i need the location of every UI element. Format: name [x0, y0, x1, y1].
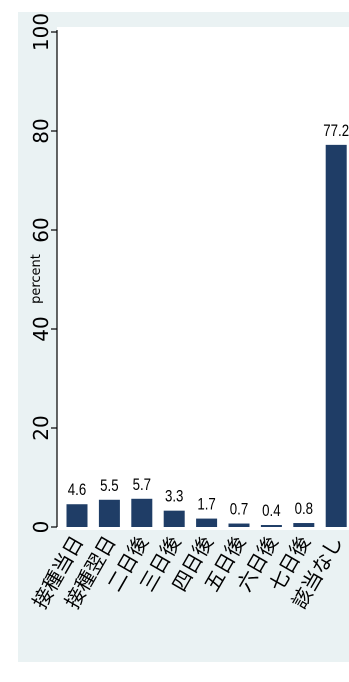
- bar: [196, 518, 218, 527]
- y-tick-label: 60: [29, 217, 53, 242]
- y-axis-label: percent: [29, 254, 44, 304]
- bars: [66, 144, 347, 528]
- bar: [293, 523, 315, 527]
- plot-area: [57, 27, 349, 530]
- value-label: 0.8: [295, 500, 313, 519]
- value-label: 1.7: [197, 495, 215, 514]
- y-axis: 0 20 40 60 80 100: [29, 13, 58, 534]
- y-tick-label: 0: [29, 521, 53, 534]
- value-label: 0.7: [230, 500, 248, 519]
- value-label: 77.2: [323, 121, 349, 140]
- bar: [66, 504, 88, 527]
- value-labels: 4.6 5.5 5.7 3.3 1.7 0.7 0.4 0.8 77.2: [68, 121, 349, 520]
- y-tick-label: 20: [29, 415, 53, 440]
- bar: [260, 525, 282, 527]
- bar: [98, 499, 120, 527]
- y-tick-label: 80: [29, 118, 53, 143]
- bar: [325, 144, 347, 528]
- value-label: 0.4: [262, 502, 281, 521]
- y-tick-label: 40: [29, 316, 53, 341]
- bar: [228, 523, 250, 527]
- value-label: 4.6: [68, 481, 86, 500]
- value-label: 5.7: [133, 475, 151, 494]
- bar: [163, 510, 185, 527]
- value-label: 5.5: [100, 476, 118, 495]
- value-label: 3.3: [165, 487, 183, 506]
- y-tick-label: 100: [29, 13, 53, 51]
- bar: [131, 498, 153, 527]
